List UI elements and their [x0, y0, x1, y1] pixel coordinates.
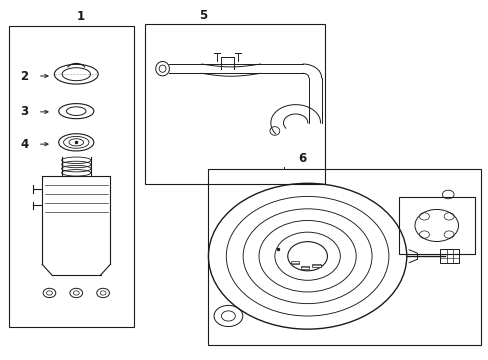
Circle shape — [43, 288, 56, 298]
Text: 5: 5 — [199, 9, 207, 22]
Bar — [290, 261, 299, 265]
Text: 3: 3 — [20, 105, 28, 118]
Bar — [207, 169, 480, 345]
Bar — [300, 266, 309, 269]
Bar — [144, 24, 325, 184]
Text: 1: 1 — [77, 10, 85, 23]
Circle shape — [70, 288, 82, 298]
Bar — [9, 26, 134, 327]
Text: 4: 4 — [20, 138, 28, 150]
Text: 6: 6 — [297, 152, 305, 165]
Circle shape — [97, 288, 109, 298]
Text: 2: 2 — [20, 69, 28, 82]
Bar — [439, 249, 458, 264]
Bar — [311, 264, 320, 267]
Bar — [398, 197, 474, 253]
